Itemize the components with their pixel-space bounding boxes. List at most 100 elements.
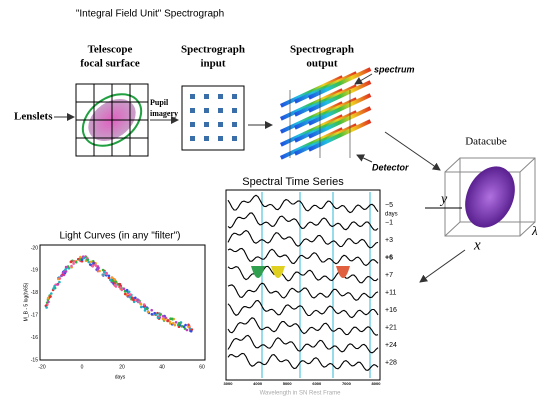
lc-point [107, 276, 111, 280]
lc-point [134, 296, 137, 300]
lc-point [170, 317, 174, 321]
y-tick-label: -15 [31, 357, 38, 363]
lc-point [161, 317, 165, 321]
arrow [419, 249, 466, 283]
x-tick-label: 3000 [224, 381, 234, 386]
feature-fill [271, 266, 285, 278]
lenslet-dot [218, 122, 223, 127]
x-tick-label: 60 [199, 364, 205, 370]
lc-point [78, 258, 82, 261]
lc-point [82, 256, 86, 260]
lc-point [182, 325, 186, 329]
axis-label: x [473, 237, 481, 253]
lenslet-dot [218, 108, 223, 113]
lc-point [88, 263, 92, 266]
lc-point [87, 260, 90, 264]
lc-point [101, 268, 105, 272]
lc-point [111, 279, 114, 283]
lc-point [158, 313, 162, 317]
lenslet-dot [232, 136, 237, 141]
output-spectra [280, 67, 372, 160]
epoch-label: +6 [385, 254, 393, 261]
stage-label: Telescope [88, 44, 133, 56]
lenslet-dot [232, 122, 237, 127]
stage-label: input [200, 58, 225, 70]
lc-point [139, 302, 143, 306]
epoch-label: +11 [385, 289, 396, 296]
lc-point [125, 288, 129, 292]
lc-point [122, 287, 126, 291]
lc-point [107, 274, 111, 278]
pupil-label: Pupil [150, 98, 169, 107]
feature-fill [251, 266, 265, 278]
x-tick-label: 20 [119, 364, 125, 370]
lc-point [136, 298, 139, 301]
lc-point [64, 268, 67, 271]
lc-point [128, 293, 132, 296]
lc-point [89, 260, 93, 264]
lc-point [164, 316, 167, 320]
y-tick-label: -18 [31, 290, 38, 296]
lc-point [185, 328, 189, 332]
spectrum-line [227, 352, 379, 371]
lenslet-grid [75, 83, 149, 157]
lc-point [180, 325, 184, 328]
lc-point [123, 290, 127, 293]
lc-point [72, 259, 76, 263]
lc-point [52, 287, 55, 290]
lc-point [79, 255, 82, 259]
lenslet-dot [190, 94, 195, 99]
x-tick-label: -20 [38, 364, 45, 370]
epoch-label: +16 [385, 307, 397, 314]
x-tick-label: 0 [81, 364, 84, 370]
x-tick-label: 40 [159, 364, 165, 370]
stage-label: Spectrograph [181, 44, 245, 56]
y-tick-label: -17 [31, 313, 38, 319]
spectrum-line [227, 194, 379, 214]
lc-ylabel: M_B - 5 log(h/65) [23, 282, 29, 321]
axis-label: y [439, 192, 448, 207]
lc-point [72, 262, 75, 265]
lc-point [69, 260, 73, 264]
spectrum-line [227, 212, 379, 231]
lc-point [150, 313, 154, 316]
lenslet-dot [190, 122, 195, 127]
lc-point [177, 323, 180, 327]
arrow [384, 131, 441, 171]
lc-point [142, 303, 146, 306]
y-tick-label: -20 [31, 245, 38, 251]
lc-point [174, 321, 178, 324]
lc-frame [39, 244, 206, 361]
lenslet-dot [218, 94, 223, 99]
lc-point [61, 271, 65, 275]
lc-point [119, 286, 122, 289]
lc-point [172, 321, 175, 325]
lenslet-dot [204, 108, 209, 113]
x-tick-label: 8000 [372, 381, 382, 386]
spectrum-bar [308, 67, 372, 100]
lc-point [173, 323, 177, 327]
lenslet-dot [204, 122, 209, 127]
lc-point [120, 288, 124, 292]
lc-point [80, 258, 84, 262]
epoch-label: +24 [385, 342, 397, 349]
lc-point [143, 309, 147, 312]
lc-point [123, 292, 127, 296]
stage-label: focal surface [80, 58, 140, 70]
pupil-label: imagery [150, 109, 178, 118]
lc-point [113, 278, 117, 281]
arrow [356, 154, 373, 163]
input-dots [190, 94, 237, 141]
lc-xlabel: days [115, 374, 126, 380]
lenslet-dot [218, 136, 223, 141]
lenslet-dot [232, 94, 237, 99]
lc-point [60, 274, 63, 278]
spectrum-line [227, 282, 379, 301]
lc-point [150, 308, 153, 312]
lenslet-dot [204, 94, 209, 99]
lc-point [114, 280, 117, 284]
lenslet-dot [190, 108, 195, 113]
x-tick-label: 5000 [283, 381, 293, 386]
lenslet-dot [232, 108, 237, 113]
